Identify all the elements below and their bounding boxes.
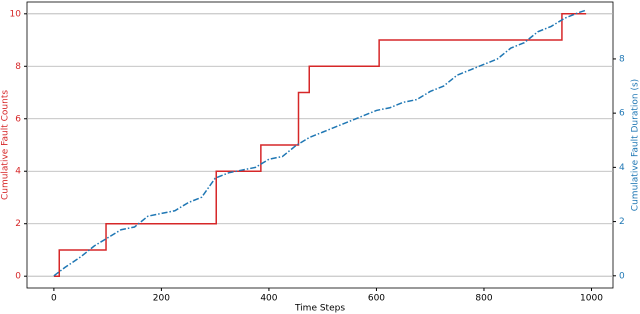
y-axis-label: Cumulative Fault Counts — [1, 90, 11, 200]
y2-tick-label: 2 — [619, 217, 625, 227]
y-tick-label: 6 — [15, 114, 21, 124]
y2-tick-label: 0 — [619, 271, 625, 281]
y-tick-label: 10 — [10, 9, 22, 19]
y-tick-label: 4 — [15, 167, 21, 177]
x-tick-label: 1000 — [580, 294, 603, 304]
x-tick-label: 200 — [153, 294, 170, 304]
y2-tick-label: 8 — [619, 54, 625, 64]
x-tick-label: 800 — [475, 294, 492, 304]
plot-frame — [26, 1, 614, 289]
x-tick-label: 600 — [368, 294, 385, 304]
x-axis-label: Time Steps — [294, 304, 345, 314]
x-tick-label: 400 — [260, 294, 277, 304]
y2-tick-label: 6 — [619, 109, 625, 119]
y-tick-label: 2 — [15, 219, 21, 229]
series-line — [53, 13, 587, 277]
y2-tick-label: 4 — [619, 163, 625, 173]
y-tick-label: 0 — [15, 272, 21, 282]
y2-axis-label: Cumulative Fault Duration (s) — [631, 79, 640, 211]
x-tick-label: 0 — [51, 294, 57, 304]
series-line — [53, 9, 587, 277]
y-tick-label: 8 — [15, 62, 21, 72]
